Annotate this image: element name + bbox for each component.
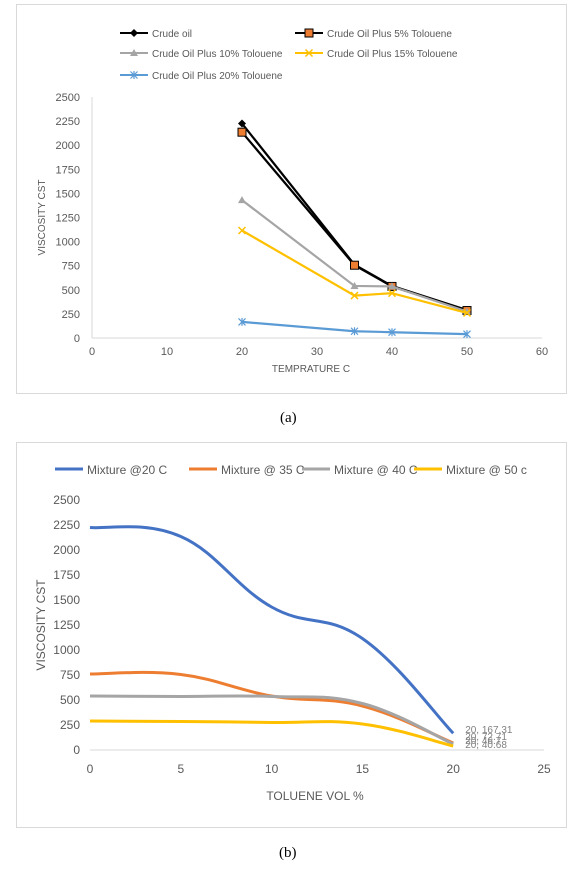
y-tick-label: 1250 [53,618,80,632]
series-line-3 [89,694,454,746]
legend-marker [130,71,138,79]
y-tick-label: 2250 [53,518,80,532]
legend-label: Crude Oil Plus 15% Tolouene [327,49,458,60]
y-tick-label: 0 [74,333,80,345]
legend-entry: Crude Oil Plus 10% Tolouene [120,49,283,60]
series-5 [238,317,471,339]
y-tick-label: 750 [60,668,80,682]
legend-label: Mixture @ 50 c [446,463,527,477]
data-point [238,317,246,326]
x-tick-label: 50 [461,346,473,358]
x-tick-label: 40 [386,346,398,358]
data-label: 20, 167.31 [465,725,513,736]
legend-marker [130,49,138,56]
legend-label: Mixture @20 C [87,463,168,477]
y-tick-label: 500 [62,285,80,297]
legend-entry: Mixture @ 40 C [302,463,418,477]
series-line [241,199,468,313]
x-tick-label: 60 [536,346,548,358]
y-tick-label: 1250 [56,213,80,225]
x-tick-label: 10 [265,762,279,776]
x-tick-label: 15 [356,762,370,776]
x-tick-label: 0 [89,346,95,358]
legend-label: Mixture @ 40 C [334,463,418,477]
x-axis-title: TOLUENE VOL % [266,789,364,803]
series-line-4 [89,719,454,748]
caption-a: (a) [280,410,297,426]
y-tick-label: 250 [60,718,80,732]
data-point [238,119,246,128]
y-tick-label: 2500 [56,92,80,104]
legend-label: Mixture @ 35 C [221,463,305,477]
y-tick-label: 2250 [56,116,80,128]
chart-panel-b: 0 250 500 750 1000 1250 1500 1750 2000 2250 2500 0 5… [16,442,567,828]
legend-entry: Crude oil [120,29,192,40]
x-tick-label: 0 [87,762,94,776]
y-tick-label: 750 [62,261,80,273]
x-axis-title: TEMPRATURE C [272,364,350,375]
x-tick-label: 25 [537,762,551,776]
legend-marker [304,28,314,38]
legend-entry: Crude Oil Plus 15% Tolouene [295,48,458,60]
y-tick-label: 1750 [56,164,80,176]
data-label: 20, 46.7 [465,736,502,747]
data-point [463,330,471,339]
data-point [387,289,397,298]
data-point [237,127,247,137]
legend-entry: Mixture @20 C [55,463,168,477]
y-tick-label: 1000 [56,237,80,249]
legend-entry: Crude Oil Plus 5% Tolouene [295,28,452,40]
y-tick-label: 1500 [53,593,80,607]
data-point [350,291,359,300]
legend-marker [304,48,314,58]
data-point [388,282,396,290]
caption-b: (b) [279,845,297,861]
series-4 [237,226,472,317]
data-label: 20, 72.71 [465,732,507,743]
series-line [241,320,468,336]
y-axis-title: VISCOSITY CST [37,180,48,256]
y-tick-label: 1750 [53,568,80,582]
data-point [350,260,359,270]
data-point [238,196,246,204]
data-point [350,281,359,289]
data-point [350,327,359,336]
series-line [241,229,468,314]
x-tick-label: 20 [447,762,461,776]
x-tick-label: 10 [161,346,173,358]
legend-label: Crude Oil Plus 5% Tolouene [327,29,452,40]
data-point [388,328,396,337]
chart-a-svg: 0 250 500 750 1000 1250 1500 1750 2000 2250 2500 0 1… [37,28,548,375]
y-tick-label: 1000 [53,643,80,657]
y-tick-label: 1500 [56,188,80,200]
x-tick-label: 30 [311,346,323,358]
legend-label: Crude oil [152,29,192,40]
y-axis-title: VISCOSITY CST [34,579,48,671]
legend-label: Crude Oil Plus 20% Tolouene [152,71,283,82]
legend-entry: Mixture @ 35 C [189,463,305,477]
data-point [237,226,247,235]
y-tick-label: 2000 [56,140,80,152]
legend-entry: Crude Oil Plus 20% Tolouene [120,71,283,82]
data-point [462,308,472,317]
y-tick-label: 2500 [53,493,80,507]
legend-label: Crude Oil Plus 10% Tolouene [152,49,283,60]
chart-panel-a: 0 250 500 750 1000 1250 1500 1750 2000 2250 2500 0 1… [16,4,567,394]
chart-b-svg: 0 250 500 750 1000 1250 1500 1750 2000 2250 2500 0 5… [34,463,551,803]
y-tick-label: 250 [62,309,80,321]
x-tick-label: 5 [177,762,184,776]
legend-marker [130,29,138,37]
series-line-1 [89,525,455,735]
x-tick-label: 20 [236,346,248,358]
series-3 [238,196,471,315]
data-label: 20, 40.68 [465,740,507,751]
legend-entry: Mixture @ 50 c [414,463,527,477]
y-tick-label: 0 [73,743,80,757]
y-tick-label: 2000 [53,543,80,557]
y-tick-label: 500 [60,693,80,707]
